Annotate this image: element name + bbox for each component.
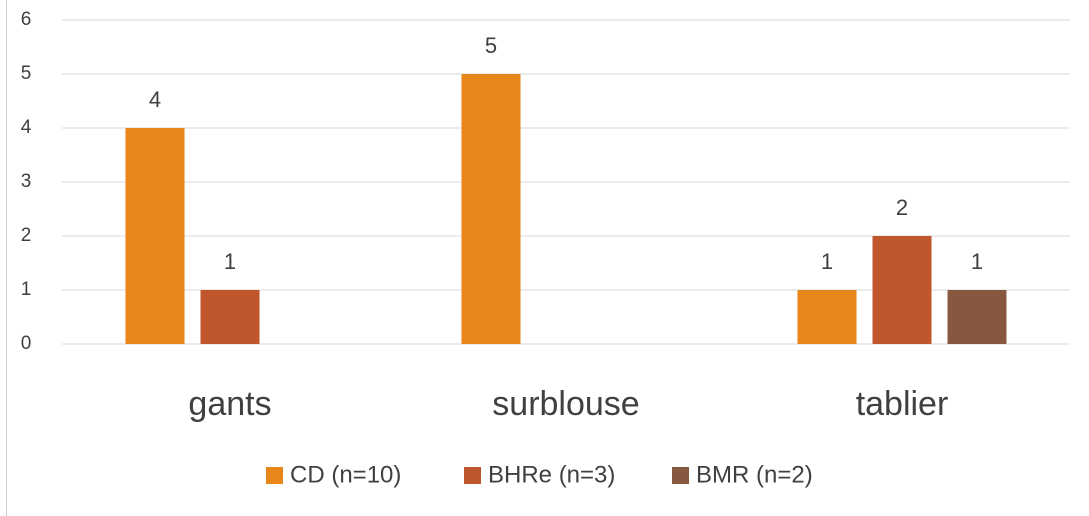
bar [947,290,1007,344]
x-tick-label: surblouse [492,385,639,423]
y-tick-label: 4 [21,117,32,138]
data-label: 1 [821,249,833,274]
legend-label: CD (n=10) [290,461,401,488]
y-tick-label: 1 [21,279,32,300]
legend-swatch [672,467,689,484]
bar [125,128,185,344]
legend-label: BMR (n=2) [696,461,813,488]
bar [797,290,857,344]
data-label: 2 [896,195,908,220]
data-label: 5 [485,33,497,58]
y-tick-label: 3 [21,171,32,192]
y-tick-label: 6 [21,9,32,30]
x-tick-label: gants [188,385,271,423]
data-label: 4 [149,87,161,112]
x-tick-label: tablier [856,385,949,423]
y-tick-label: 2 [21,225,32,246]
legend-label: BHRe (n=3) [488,461,615,488]
y-tick-label: 0 [21,333,32,354]
legend-swatch [266,467,283,484]
y-tick-label: 5 [21,63,32,84]
legend-swatch [464,467,481,484]
data-label: 1 [971,249,983,274]
bar [872,236,932,344]
data-label: 1 [224,249,236,274]
bar [200,290,260,344]
bar [461,74,521,344]
